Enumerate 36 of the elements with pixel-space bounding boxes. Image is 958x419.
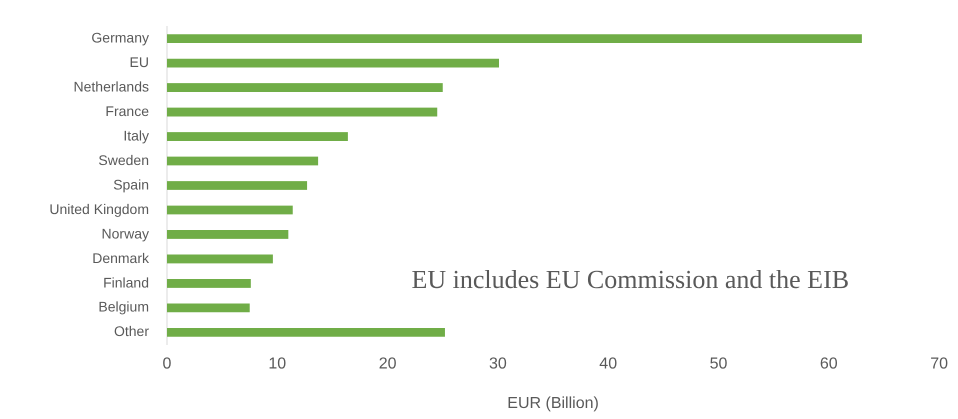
y-tick-label: United Kingdom	[49, 200, 149, 217]
bar	[167, 206, 293, 214]
x-tick-label: 40	[599, 356, 618, 373]
y-tick-label: Netherlands	[74, 78, 149, 94]
bar	[167, 132, 348, 141]
y-tick-label: Other	[114, 323, 150, 340]
x-tick-label: 70	[930, 356, 948, 373]
x-tick-label: 60	[820, 356, 838, 373]
bar	[167, 254, 273, 264]
annotation: EU includes EU Commission and the EIB	[411, 264, 850, 294]
x-tick-label: 30	[489, 356, 507, 373]
y-tick-label: Denmark	[92, 250, 150, 266]
y-tick-label: Sweden	[98, 152, 149, 168]
y-tick-label: Finland	[103, 274, 149, 290]
bar	[167, 181, 308, 190]
bar	[167, 108, 438, 116]
bar	[167, 328, 445, 337]
bar	[167, 230, 288, 239]
y-tick-label: Norway	[102, 225, 149, 242]
x-tick-label: 10	[268, 356, 286, 373]
bar	[167, 34, 862, 44]
y-tick-label: Germany	[91, 30, 149, 46]
x-tick-label: 20	[378, 356, 397, 373]
x-tick-label: 0	[162, 356, 172, 373]
y-tick-label: France	[105, 102, 150, 119]
x-axis-title: EUR (Billion)	[507, 394, 599, 412]
bar	[167, 156, 318, 166]
bar	[167, 279, 251, 288]
y-tick-label: Italy	[123, 127, 149, 144]
bar	[167, 58, 500, 68]
y-tick-label: EU	[130, 54, 149, 70]
x-tick-label: 50	[710, 356, 728, 373]
bar	[167, 83, 443, 92]
y-tick-label: Spain	[113, 176, 149, 192]
y-tick-label: Belgium	[98, 298, 149, 315]
bar	[167, 303, 250, 312]
